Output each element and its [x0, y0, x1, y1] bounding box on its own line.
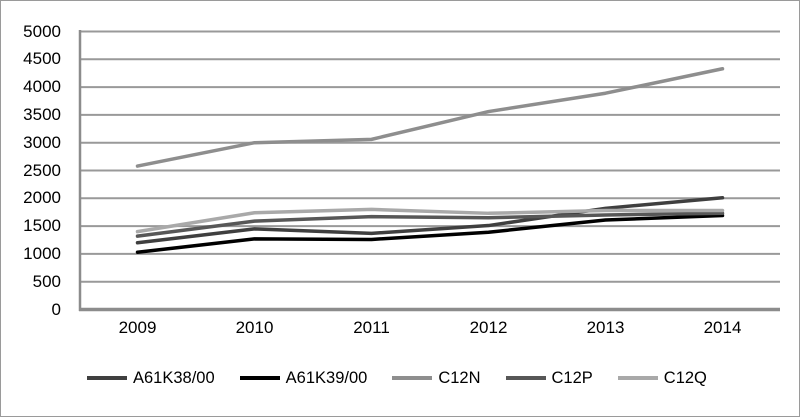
legend: A61K38/00 A61K39/00 C12N C12P C12Q [87, 366, 707, 390]
legend-line-swatch [87, 376, 127, 380]
y-tick-label: 0 [51, 299, 61, 319]
y-tick-label: 5000 [23, 21, 61, 41]
legend-item-c12n: C12N [392, 368, 481, 388]
y-tick-label: 4000 [23, 77, 61, 97]
legend-item-c12q: C12Q [617, 368, 707, 388]
legend-item-a61k38-00: A61K38/00 [87, 369, 215, 388]
y-tick-label: 1000 [23, 243, 61, 263]
legend-line-swatch [392, 376, 433, 380]
series-line-c12q [135, 207, 725, 234]
y-tick-label: 2000 [23, 188, 61, 208]
legend-label: A61K38/00 [133, 368, 215, 387]
series-line-a61k39-00 [135, 213, 725, 254]
legend-line-swatch [239, 376, 280, 380]
legend-label: A61K39/00 [285, 368, 368, 387]
legend-line-swatch [617, 376, 658, 380]
y-tick-label: 500 [32, 271, 61, 291]
series-line-a61k38-00 [135, 195, 725, 245]
y-tick-label: 2500 [23, 160, 61, 180]
y-tick-label: 3000 [23, 132, 61, 152]
series-line-c12p [135, 211, 725, 238]
series-line-c12n [135, 67, 725, 168]
x-tick-label: 2012 [469, 318, 508, 337]
legend-label: C12N [438, 368, 481, 387]
x-tick-label: 2009 [118, 318, 157, 337]
x-tick-label: 2010 [235, 318, 274, 337]
legend-label: C12Q [663, 368, 707, 387]
y-tick-label: 4500 [23, 49, 61, 69]
legend-label: C12P [551, 368, 593, 387]
y-tick-label: 1500 [23, 216, 61, 236]
x-tick-label: 2013 [586, 318, 625, 337]
x-tick-label: 2014 [703, 318, 742, 337]
legend-line-swatch [505, 376, 546, 380]
y-tick-label: 3500 [23, 104, 61, 124]
x-tick-label: 2011 [353, 318, 390, 337]
legend-item-c12p: C12P [505, 368, 593, 388]
legend-item-a61k39-00: A61K39/00 [239, 368, 368, 388]
